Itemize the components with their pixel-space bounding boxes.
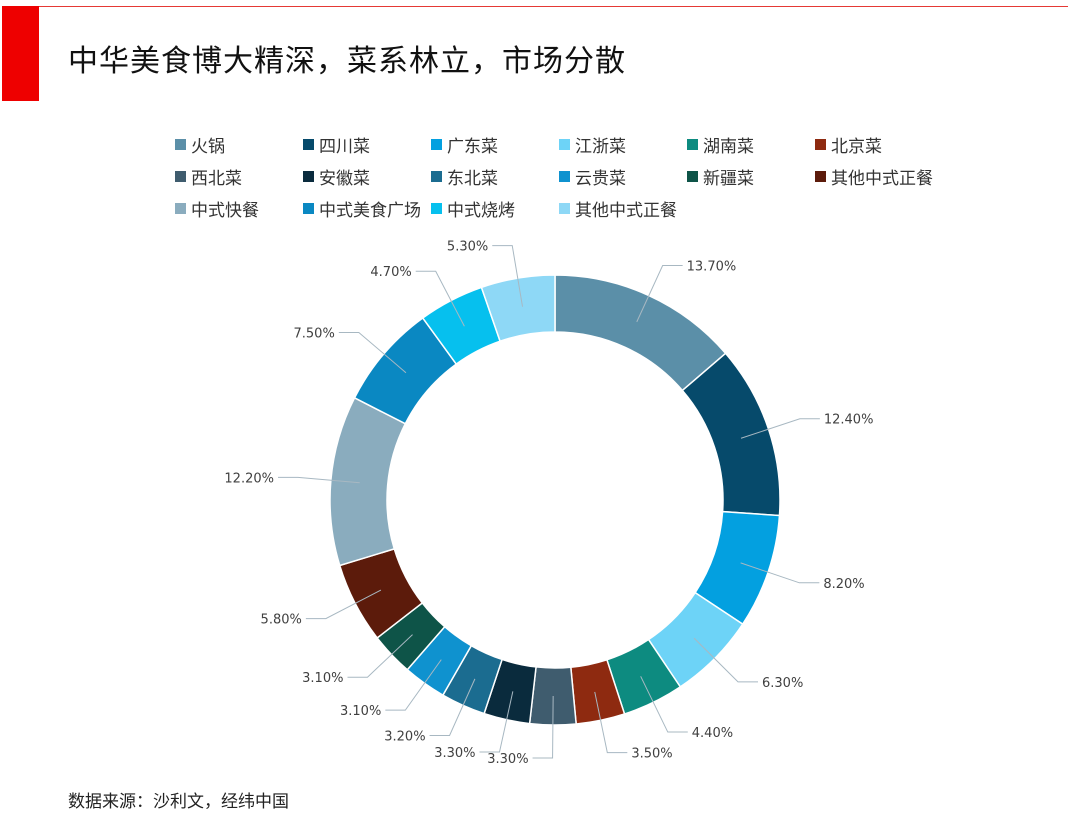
legend-swatch <box>303 202 314 214</box>
legend-label: 中式烧烤 <box>447 200 515 221</box>
data-label: 5.30% <box>447 240 488 255</box>
leader-line <box>594 691 628 754</box>
legend-item: 其他中式正餐 <box>815 165 943 189</box>
data-label: 7.50% <box>294 326 335 341</box>
page-title: 中华美食博大精深，菜系林立，市场分散 <box>68 44 626 79</box>
legend-item: 云贵菜 <box>559 165 687 189</box>
legend-item: 新疆菜 <box>687 165 815 189</box>
legend-label: 中式快餐 <box>191 200 259 221</box>
leader-line <box>429 678 476 736</box>
data-label: 3.20% <box>384 729 425 744</box>
legend-swatch <box>303 170 314 182</box>
legend-item: 江浙菜 <box>559 133 687 157</box>
legend-label: 其他中式正餐 <box>831 168 933 189</box>
data-label: 3.30% <box>434 746 475 761</box>
leader-line <box>338 331 407 374</box>
legend-label: 其他中式正餐 <box>575 200 677 221</box>
legend-swatch <box>815 138 826 150</box>
data-label: 3.10% <box>302 671 343 686</box>
legend-label: 江浙菜 <box>575 136 626 157</box>
data-label: 6.30% <box>762 676 803 691</box>
leader-line <box>640 676 688 733</box>
legend-item: 北京菜 <box>815 133 943 157</box>
legend-label: 东北菜 <box>447 168 498 189</box>
legend-swatch <box>559 202 570 214</box>
data-label: 12.40% <box>824 413 874 428</box>
legend-label: 西北菜 <box>191 168 242 189</box>
legend-label: 火锅 <box>191 136 225 157</box>
leader-line <box>492 245 524 307</box>
data-label: 3.10% <box>340 704 381 719</box>
leader-line <box>385 659 442 711</box>
legend-swatch <box>815 170 826 182</box>
donut-slice <box>681 352 781 517</box>
legend-label: 广东菜 <box>447 136 498 157</box>
donut-slice <box>329 396 407 567</box>
legend-item: 湖南菜 <box>687 133 815 157</box>
top-rule <box>37 6 1068 7</box>
data-label: 5.80% <box>261 613 302 628</box>
data-label: 3.30% <box>487 752 528 767</box>
legend-item: 中式美食广场 <box>303 197 431 221</box>
legend-swatch <box>175 170 186 182</box>
legend-item: 西北菜 <box>175 165 303 189</box>
legend-swatch <box>559 170 570 182</box>
leader-line <box>479 691 514 753</box>
leader-line <box>636 265 683 323</box>
legend-label: 云贵菜 <box>575 168 626 189</box>
legend-swatch <box>559 138 570 150</box>
legend-label: 安徽菜 <box>319 168 370 189</box>
legend-swatch <box>175 202 186 214</box>
data-label: 4.40% <box>692 726 733 741</box>
legend-label: 湖南菜 <box>703 136 754 157</box>
donut-slice <box>554 274 727 392</box>
legend-label: 中式美食广场 <box>319 200 421 221</box>
legend-item: 火锅 <box>175 133 303 157</box>
leader-line <box>532 695 554 759</box>
data-source-note: 数据来源：沙利文，经纬中国 <box>68 792 289 812</box>
leader-line <box>347 634 413 678</box>
leader-line <box>305 589 382 620</box>
leader-line <box>740 418 820 439</box>
leader-line <box>740 562 820 584</box>
data-label: 8.20% <box>823 577 864 592</box>
data-label: 3.50% <box>631 747 672 762</box>
legend-swatch <box>431 170 442 182</box>
legend-swatch <box>687 138 698 150</box>
donut-slice <box>480 274 556 343</box>
legend-swatch <box>431 202 442 214</box>
legend-label: 四川菜 <box>319 136 370 157</box>
legend-swatch <box>431 138 442 150</box>
title-accent-bar <box>2 6 39 101</box>
legend-item: 中式烧烤 <box>431 197 559 221</box>
data-label: 4.70% <box>370 265 411 280</box>
legend-item: 广东菜 <box>431 133 559 157</box>
legend-swatch <box>303 138 314 150</box>
data-label: 13.70% <box>687 260 737 275</box>
legend-swatch <box>175 138 186 150</box>
legend-item: 其他中式正餐 <box>559 197 687 221</box>
legend-item: 中式快餐 <box>175 197 303 221</box>
legend-item: 安徽菜 <box>303 165 431 189</box>
leader-line <box>277 476 360 484</box>
data-label: 12.20% <box>224 471 274 486</box>
legend-item: 四川菜 <box>303 133 431 157</box>
leader-line <box>415 270 465 327</box>
chart-legend: 火锅 四川菜 广东菜 江浙菜 湖南菜 北京菜 西北菜 安徽菜 东北菜 云贵菜 新疆菜 其他中式正餐 中式… <box>175 133 995 221</box>
leader-line <box>693 637 759 683</box>
legend-label: 新疆菜 <box>703 168 754 189</box>
legend-label: 北京菜 <box>831 136 882 157</box>
legend-swatch <box>687 170 698 182</box>
legend-item: 东北菜 <box>431 165 559 189</box>
